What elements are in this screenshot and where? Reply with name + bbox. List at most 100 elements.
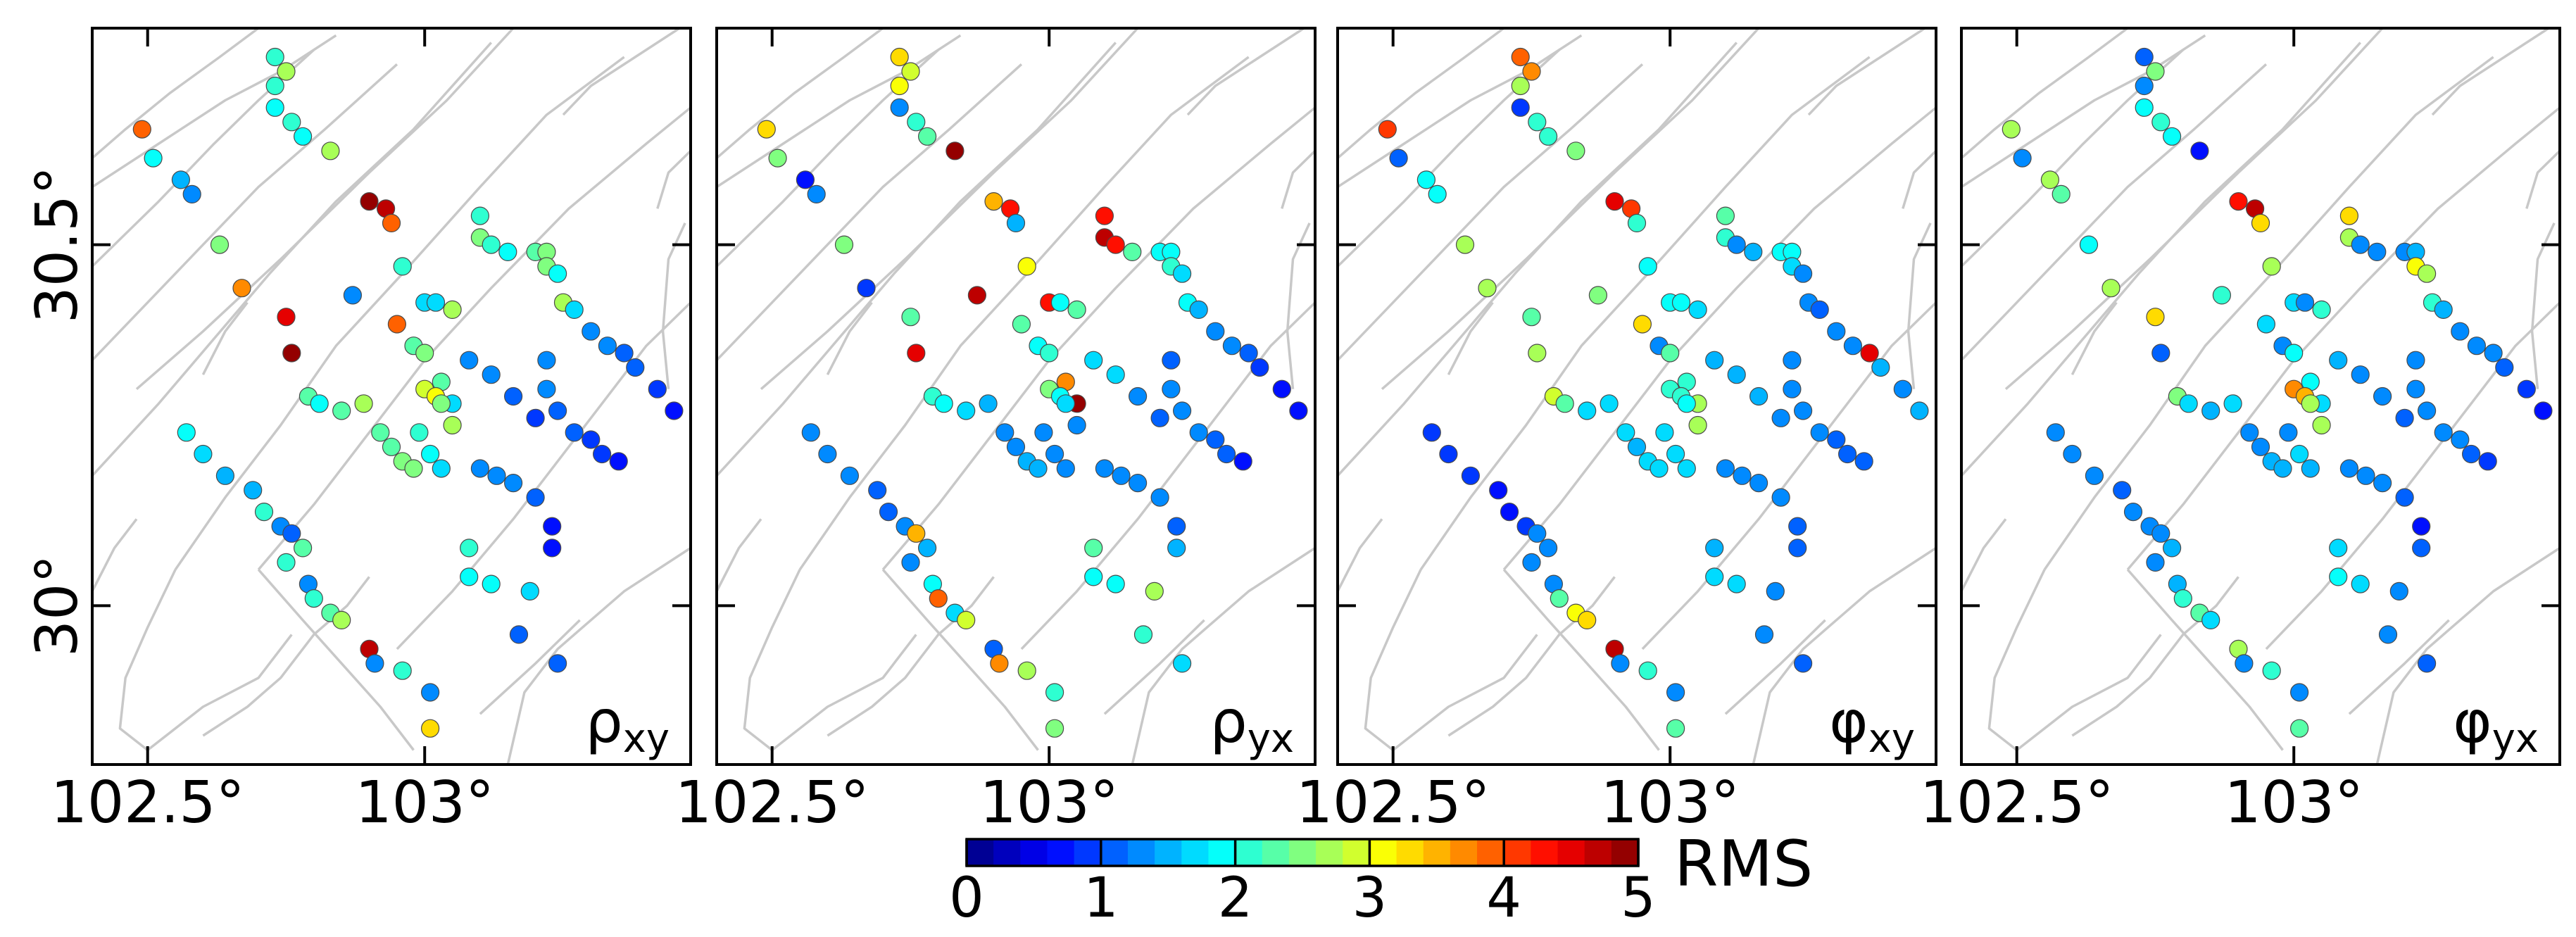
- fault-line: [92, 518, 138, 592]
- station-marker: [365, 654, 384, 673]
- fault-line: [1447, 301, 1494, 375]
- fault-line: [1641, 301, 1936, 650]
- station-marker: [2201, 610, 2220, 630]
- station-marker: [2135, 76, 2154, 96]
- fault-line: [717, 42, 1117, 477]
- colorbar-step: [1369, 839, 1397, 866]
- station-marker: [1461, 466, 1480, 485]
- station-marker: [1045, 719, 1064, 738]
- station-marker: [2467, 337, 2486, 356]
- station-marker: [929, 589, 948, 608]
- fault-line: [717, 518, 762, 592]
- station-marker: [2135, 47, 2154, 67]
- colorbar-step: [1477, 839, 1504, 866]
- fault-line: [201, 301, 249, 375]
- x-tick-label: 103°: [355, 769, 494, 836]
- fault-line: [1338, 518, 1383, 592]
- station-marker: [1578, 610, 1597, 630]
- station-marker: [1588, 286, 1607, 305]
- station-marker: [1771, 408, 1790, 427]
- station-marker: [2329, 567, 2348, 586]
- station-marker: [967, 286, 987, 305]
- panel-label-symbol: φ: [2453, 687, 2492, 756]
- station-marker: [934, 394, 953, 413]
- station-marker: [1727, 235, 1746, 254]
- station-marker: [1616, 423, 1635, 442]
- station-marker: [332, 401, 351, 420]
- station-marker: [393, 257, 412, 276]
- station-marker: [1172, 264, 1192, 283]
- station-marker: [244, 481, 263, 500]
- station-marker: [2451, 430, 2470, 449]
- station-marker: [1727, 365, 1746, 384]
- station-marker: [2312, 300, 2331, 319]
- station-marker: [1871, 358, 1890, 377]
- station-marker: [2013, 149, 2032, 168]
- station-marker: [1084, 567, 1103, 586]
- fault-line: [257, 106, 691, 571]
- colorbar-step: [1127, 839, 1155, 866]
- station-marker: [1666, 444, 1685, 464]
- station-marker: [2085, 466, 2104, 485]
- station-marker: [2223, 394, 2242, 413]
- colorbar-ticks: [965, 839, 1640, 866]
- colorbar-label: RMS: [1674, 827, 1813, 901]
- panel-label: ρyx: [1210, 687, 1294, 762]
- station-marker: [520, 581, 539, 601]
- station-marker: [1029, 459, 1048, 478]
- station-marker: [2339, 459, 2358, 478]
- station-marker: [1511, 47, 1530, 67]
- fault-line: [1906, 222, 1932, 389]
- fault-line: [1987, 569, 2162, 752]
- fault-line: [661, 222, 686, 389]
- x-tick-label: 102.5°: [1920, 769, 2114, 836]
- fault-line: [92, 63, 398, 361]
- station-marker: [2329, 351, 2348, 370]
- station-marker: [1084, 351, 1103, 370]
- station-marker: [1017, 257, 1036, 276]
- y-tick-label: 30.5°: [24, 166, 91, 324]
- station-marker: [482, 365, 501, 384]
- station-marker: [2113, 481, 2132, 500]
- colorbar-step: [1450, 839, 1478, 866]
- station-marker: [1771, 488, 1790, 507]
- station-marker: [426, 293, 446, 312]
- station-marker: [548, 401, 567, 420]
- colorbar-tick-labels: 0 1 2 3 4 5: [949, 867, 1656, 930]
- fault-line: [2043, 56, 2494, 571]
- station-marker: [2406, 379, 2425, 398]
- station-marker: [404, 459, 423, 478]
- fault-line: [881, 106, 1315, 571]
- station-marker: [1511, 76, 1530, 96]
- station-marker: [2329, 539, 2348, 558]
- station-marker: [879, 502, 898, 522]
- station-marker: [2434, 300, 2453, 319]
- station-marker: [548, 264, 567, 283]
- station-marker: [840, 466, 860, 485]
- station-marker: [1794, 654, 1813, 673]
- station-marker: [1133, 625, 1153, 644]
- fault-line: [2126, 106, 2560, 571]
- station-marker: [1233, 452, 1252, 471]
- station-marker: [626, 358, 645, 377]
- station-marker: [2451, 322, 2470, 341]
- station-marker: [2229, 192, 2248, 211]
- station-marker: [2135, 98, 2154, 117]
- station-marker: [2046, 423, 2065, 442]
- fault-line: [717, 34, 962, 189]
- station-marker: [565, 300, 584, 319]
- colorbar-step: [967, 839, 994, 866]
- fault-line: [656, 150, 691, 209]
- station-marker: [1123, 242, 1142, 261]
- station-marker: [232, 279, 251, 298]
- station-marker: [1478, 279, 1497, 298]
- colorbar-step: [1423, 839, 1451, 866]
- panel-label-subscript: yx: [1248, 716, 1294, 762]
- station-marker: [443, 300, 462, 319]
- fault-line: [1419, 56, 1871, 571]
- station-marker: [2273, 459, 2292, 478]
- station-marker: [526, 488, 545, 507]
- station-marker: [460, 351, 479, 370]
- panel-background: [717, 28, 1315, 765]
- panel-background: [1961, 28, 2560, 765]
